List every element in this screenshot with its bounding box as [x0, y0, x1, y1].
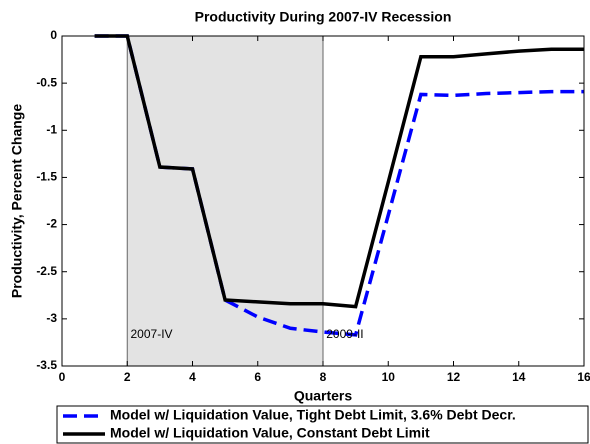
x-tick-label: 6 [254, 370, 261, 384]
y-tick-label: -3.5 [36, 358, 57, 372]
y-tick-label: -0.5 [36, 75, 57, 89]
annotation: 2009-II [326, 327, 363, 341]
x-tick-label: 10 [382, 370, 396, 384]
x-tick-label: 2 [124, 370, 131, 384]
x-tick-label: 4 [189, 370, 196, 384]
y-tick-label: -1.5 [36, 170, 57, 184]
series-line [94, 34, 584, 337]
series-line [94, 34, 584, 309]
x-tick-label: 16 [577, 370, 590, 384]
x-axis-label: Quarters [294, 388, 353, 404]
legend-label: Model w/ Liquidation Value, Tight Debt L… [110, 407, 516, 423]
shaded-region [127, 36, 323, 366]
legend-label: Model w/ Liquidation Value, Constant Deb… [110, 425, 430, 441]
y-tick-label: -3 [46, 311, 57, 325]
chart-title: Productivity During 2007-IV Recession [195, 9, 452, 25]
y-tick-label: -2.5 [36, 264, 57, 278]
x-tick-label: 14 [512, 370, 526, 384]
plot-frame [61, 35, 585, 367]
annotation: 2007-IV [131, 327, 173, 341]
x-tick-label: 0 [59, 370, 66, 384]
x-tick-label: 12 [447, 370, 461, 384]
x-tick-label: 8 [320, 370, 327, 384]
y-axis-label: Productivity, Percent Change [9, 104, 25, 298]
y-tick-label: -2 [46, 217, 57, 231]
y-tick-label: 0 [50, 28, 57, 42]
y-tick-label: -1 [46, 122, 57, 136]
legend-box [56, 405, 589, 444]
